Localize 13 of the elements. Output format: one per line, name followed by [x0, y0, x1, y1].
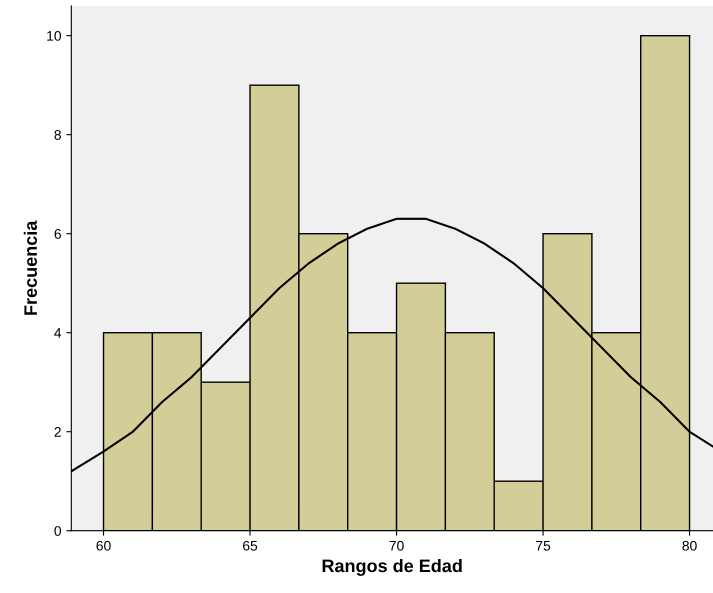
x-tick-label: 75 [536, 540, 550, 551]
y-tick-label: 8 [54, 130, 61, 140]
y-tick-label: 10 [47, 30, 62, 41]
x-tick-label: 65 [243, 540, 258, 551]
y-axis-title: Frecuencia [24, 220, 38, 315]
y-tick-label: 2 [54, 427, 61, 437]
y-tick-label: 6 [54, 229, 61, 239]
x-tick-label: 80 [682, 540, 697, 551]
x-axis-title: Rangos de Edad [322, 558, 462, 576]
x-tick-label: 70 [390, 540, 404, 551]
y-tick-label: 4 [54, 328, 62, 338]
x-tick-label: 60 [96, 540, 111, 551]
y-tick-label: 0 [54, 526, 62, 536]
